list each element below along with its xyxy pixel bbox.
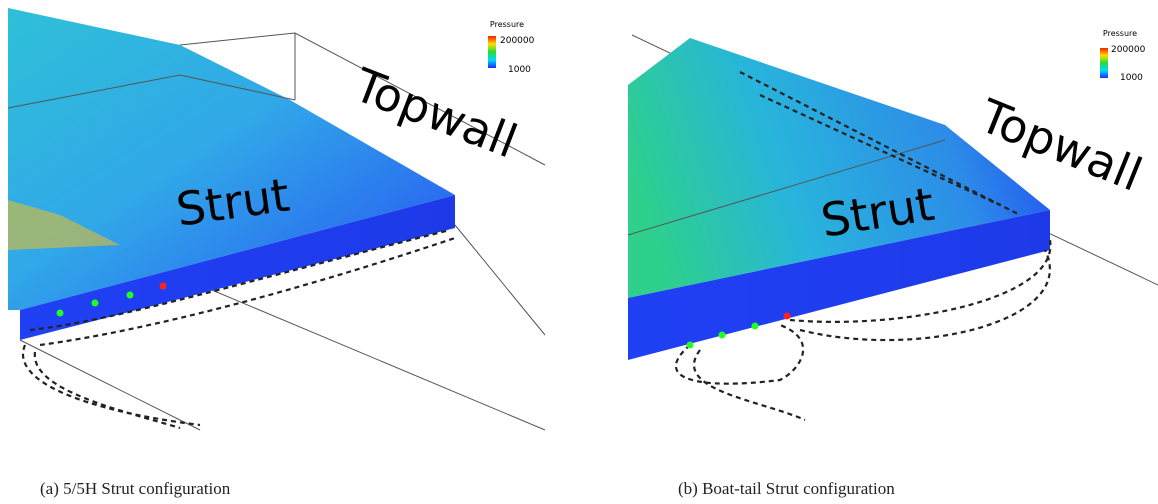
- colorbar: [1100, 48, 1108, 78]
- legend-min: 1000: [508, 65, 531, 75]
- colorbar: [488, 36, 496, 68]
- panel-b: Topwall Strut Pressure 200000 1000 (b) B…: [628, 29, 1158, 498]
- legend-title: Pressure: [490, 20, 524, 29]
- legend-max: 200000: [1111, 45, 1146, 55]
- caption: (a) 5/5H Strut configuration: [40, 479, 231, 498]
- legend-min: 1000: [1120, 73, 1143, 83]
- legend-max: 200000: [500, 36, 535, 46]
- panel-a: Topwall Strut Pressure 200000 1000 (a) 5…: [8, 8, 545, 498]
- legend-title: Pressure: [1103, 29, 1137, 38]
- caption: (b) Boat-tail Strut configuration: [678, 479, 895, 498]
- figure: Topwall Strut Pressure 200000 1000 (a) 5…: [0, 0, 1158, 504]
